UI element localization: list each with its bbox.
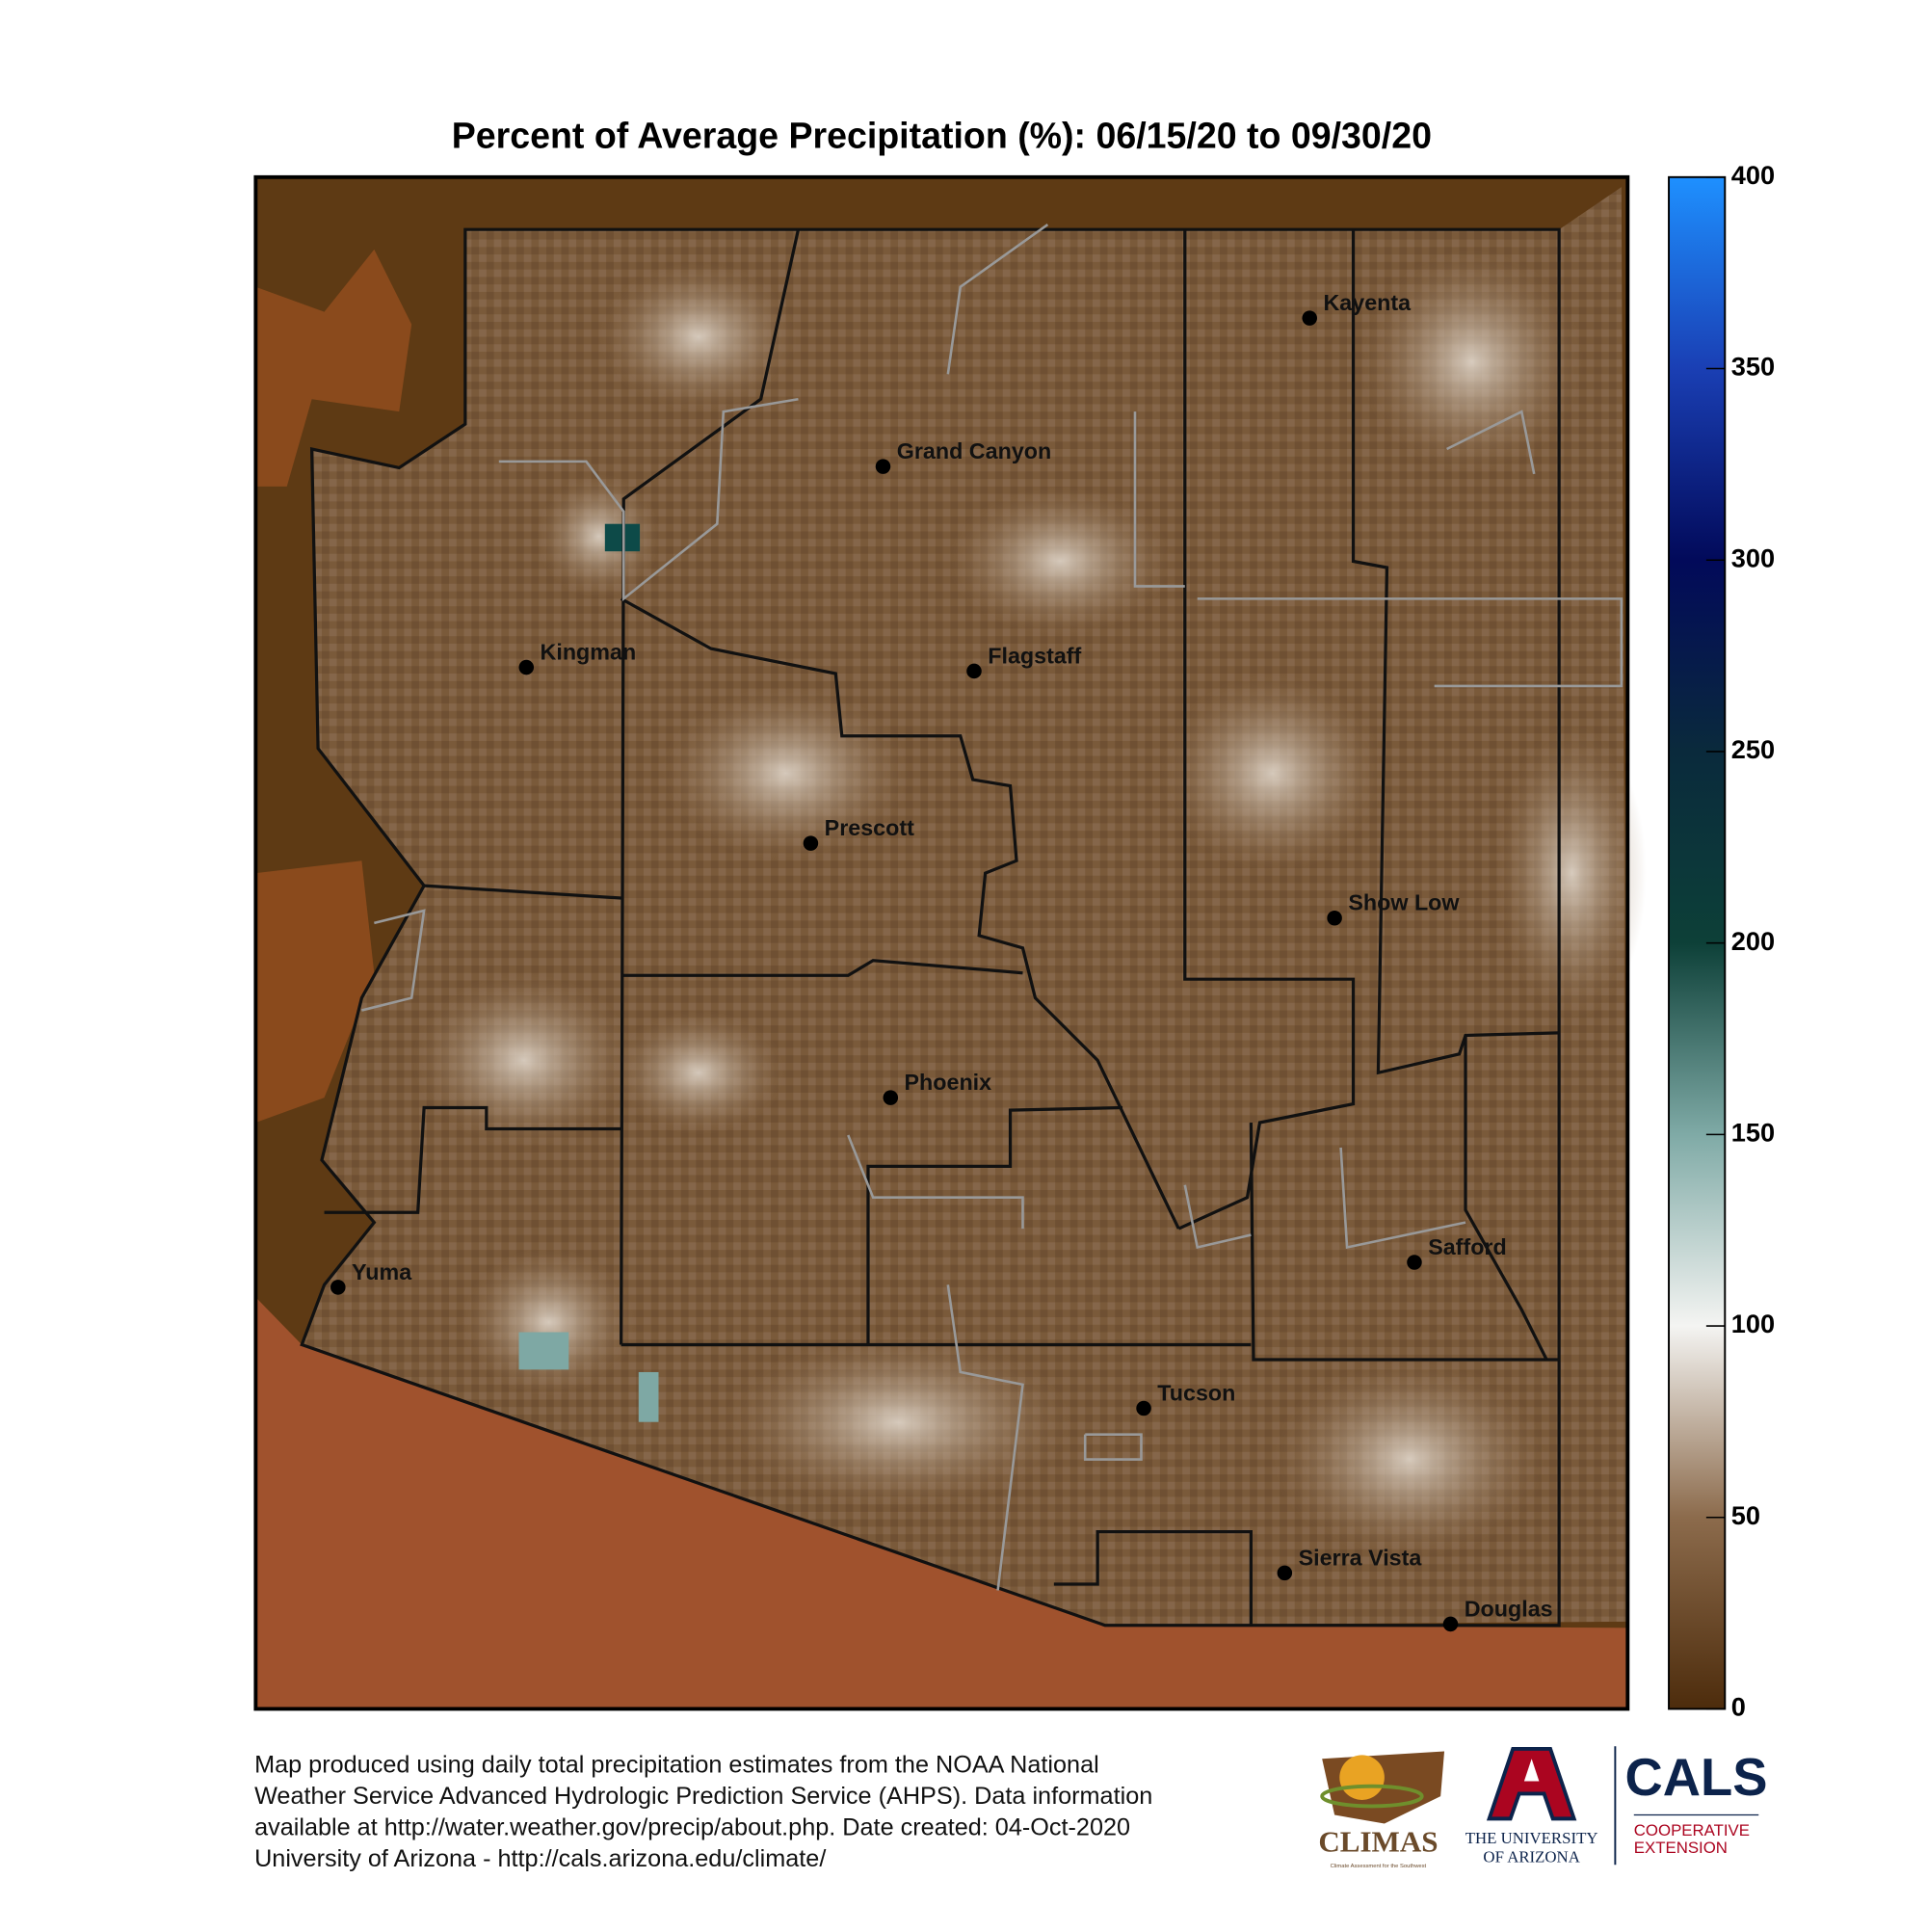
terrain-patch xyxy=(255,249,412,487)
colorbar-tick-label: 150 xyxy=(1731,1118,1775,1148)
city-layer: Kayenta Grand Canyon Kingman Flagstaff Presc… xyxy=(330,290,1553,1632)
county-lines xyxy=(300,227,1561,1628)
colorbar-tick-label: 350 xyxy=(1731,352,1775,382)
footer-line: Weather Service Advanced Hydrologic Pred… xyxy=(254,1783,1152,1810)
footer-line: University of Arizona - http://cals.ariz… xyxy=(254,1845,827,1872)
colorbar-tick-label: 100 xyxy=(1731,1309,1775,1338)
city-label: Prescott xyxy=(825,815,914,840)
city-marker xyxy=(1407,1255,1422,1270)
city-marker xyxy=(1302,310,1317,326)
cals-line: EXTENSION xyxy=(1634,1839,1728,1857)
climas-name: CLIMAS xyxy=(1318,1825,1438,1859)
city-label: Kingman xyxy=(541,639,637,664)
city-label: Douglas xyxy=(1465,1596,1553,1621)
state-border xyxy=(300,227,1561,1628)
climas-subtitle: Climate Assessment for the Southwest xyxy=(1331,1864,1427,1869)
ua-logo: THE UNIVERSITY OF ARIZONA xyxy=(1465,1746,1598,1866)
city-label: Grand Canyon xyxy=(897,438,1052,463)
cals-logo: CALS COOPERATIVE EXTENSION xyxy=(1625,1748,1768,1857)
city-marker xyxy=(883,1090,899,1105)
city-label: Sierra Vista xyxy=(1299,1545,1423,1570)
mexico xyxy=(255,1297,1628,1709)
city-marker xyxy=(1442,1616,1459,1632)
city-marker xyxy=(330,1280,346,1295)
footer-text: Map produced using daily total precipita… xyxy=(254,1752,1152,1872)
city-label: Yuma xyxy=(352,1259,412,1284)
cals-name: CALS xyxy=(1625,1748,1768,1807)
map-frame xyxy=(253,174,1630,1711)
city-label: Flagstaff xyxy=(988,643,1081,668)
map-title: Percent of Average Precipitation (%): 06… xyxy=(452,116,1432,156)
city-marker xyxy=(1277,1565,1293,1581)
terrain-patch xyxy=(255,860,375,1124)
colorbar: 0 50 100 150 200 250 300 350 400 xyxy=(1668,160,1775,1722)
city-label: Phoenix xyxy=(905,1070,992,1095)
logos: CLIMAS Climate Assessment for the Southw… xyxy=(1318,1746,1768,1869)
reservation-lines xyxy=(361,223,1623,1591)
city-marker xyxy=(966,663,982,679)
precip-highlights xyxy=(411,249,1647,1560)
city-label: Show Low xyxy=(1348,890,1460,915)
city-marker xyxy=(1136,1400,1151,1416)
colorbar-tick-label: 400 xyxy=(1731,160,1775,190)
climas-logo: CLIMAS Climate Assessment for the Southw… xyxy=(1318,1751,1445,1869)
colorbar-tick-label: 0 xyxy=(1731,1692,1746,1722)
colorbar-tick-label: 50 xyxy=(1731,1500,1760,1530)
map-area xyxy=(253,174,1647,1711)
colorbar-tick-label: 300 xyxy=(1731,543,1775,572)
city-label: Kayenta xyxy=(1323,290,1412,315)
city-marker xyxy=(803,835,819,851)
city-label: Safford xyxy=(1428,1234,1507,1259)
colorbar-tick-label: 250 xyxy=(1731,734,1775,764)
ua-line: THE UNIVERSITY xyxy=(1465,1829,1598,1847)
colorbar-tick-label: 200 xyxy=(1731,926,1775,956)
footer-line: Map produced using daily total precipita… xyxy=(254,1752,1099,1779)
cals-line: COOPERATIVE xyxy=(1634,1821,1750,1839)
city-marker xyxy=(1327,910,1342,926)
ua-line: OF ARIZONA xyxy=(1483,1848,1580,1866)
city-marker xyxy=(875,459,891,474)
city-marker xyxy=(518,659,535,675)
footer-line: available at http://water.weather.gov/pr… xyxy=(254,1813,1130,1840)
city-label: Tucson xyxy=(1157,1380,1235,1405)
